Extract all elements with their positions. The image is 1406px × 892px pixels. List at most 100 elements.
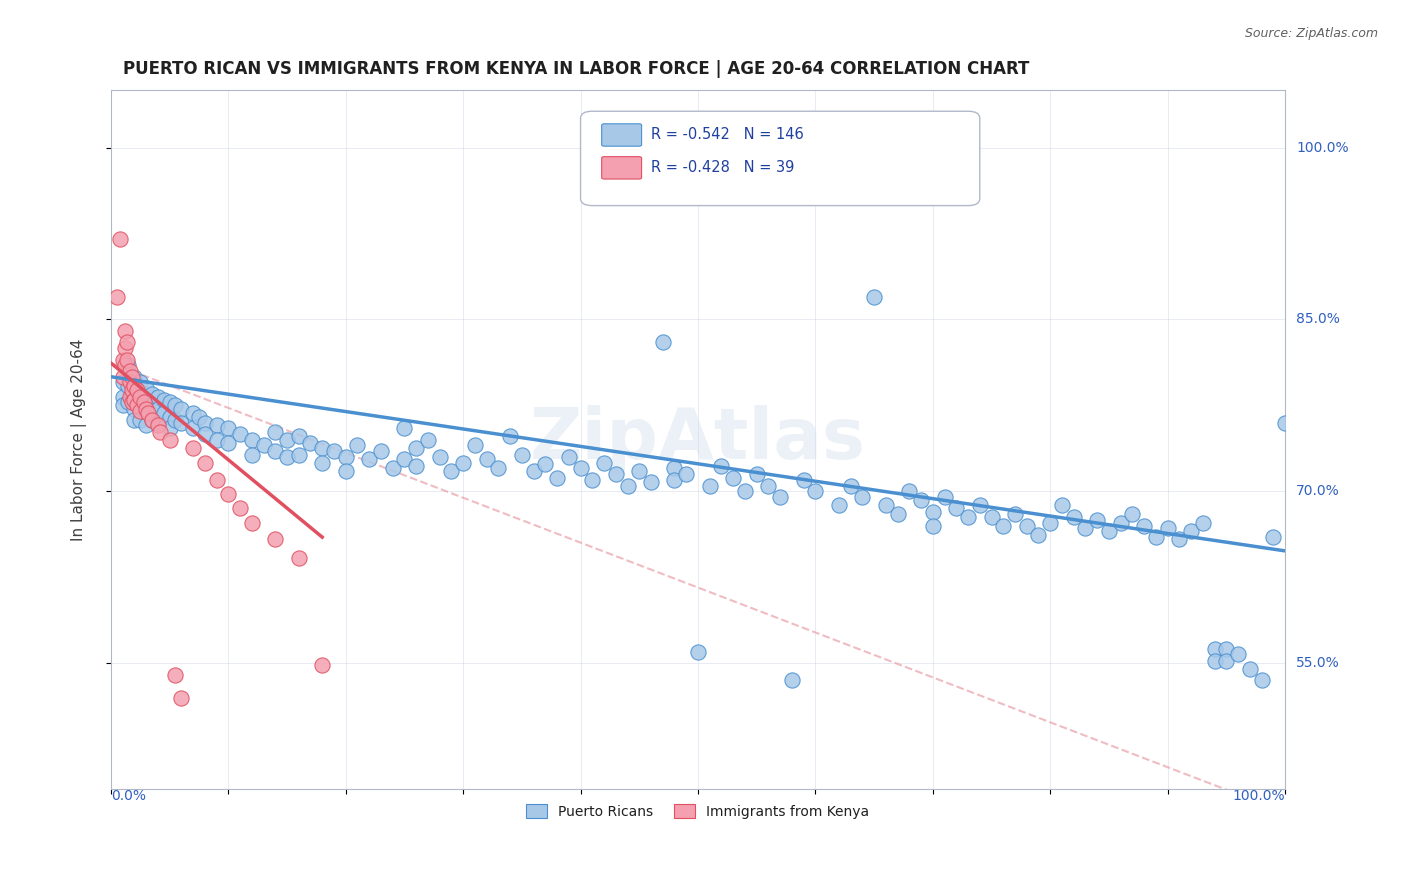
Point (957, 509, 980, 524)
Point (710, 459, 733, 474)
Point (240, 448, 263, 462)
Point (141, 413, 163, 427)
Point (793, 473, 815, 487)
Point (129, 376, 152, 390)
Point (114, 358, 136, 372)
Point (1098, 524, 1121, 539)
Text: PUERTO RICAN VS IMMIGRANTS FROM KENYA IN LABOR FORCE | AGE 20-64 CORRELATION CHA: PUERTO RICAN VS IMMIGRANTS FROM KENYA IN… (122, 60, 1029, 78)
Point (451, 456, 474, 470)
Point (758, 478, 780, 492)
Point (149, 425, 172, 439)
Point (114, 341, 136, 355)
Text: 100.0%: 100.0% (1296, 141, 1348, 154)
Point (558, 450, 581, 464)
Point (969, 498, 991, 512)
Point (863, 289, 886, 303)
Point (664, 473, 686, 487)
Point (229, 501, 252, 516)
Point (1004, 507, 1026, 521)
Point (475, 452, 498, 467)
Point (187, 409, 209, 424)
Point (135, 404, 157, 418)
Point (299, 436, 322, 450)
Point (699, 478, 721, 492)
Point (135, 417, 157, 432)
Point (1109, 516, 1132, 531)
Point (440, 464, 463, 478)
Text: R = -0.428   N = 39: R = -0.428 N = 39 (651, 161, 794, 176)
Point (146, 416, 169, 430)
Point (111, 369, 134, 384)
Point (129, 398, 152, 412)
Text: 0.0%: 0.0% (111, 789, 146, 803)
Point (323, 444, 346, 458)
Point (135, 381, 157, 395)
Point (111, 376, 134, 390)
Legend: Puerto Ricans, Immigrants from Kenya: Puerto Ricans, Immigrants from Kenya (522, 798, 875, 824)
Point (1263, 530, 1285, 544)
Point (129, 404, 152, 418)
Point (287, 429, 309, 443)
Point (117, 352, 139, 367)
Point (980, 509, 1002, 524)
Point (675, 467, 697, 482)
Point (1015, 518, 1038, 533)
Point (194, 427, 217, 442)
Point (1050, 498, 1073, 512)
Point (124, 369, 146, 384)
Point (141, 398, 163, 412)
Point (141, 413, 163, 427)
Point (1156, 521, 1178, 535)
Point (664, 461, 686, 475)
Point (921, 505, 943, 519)
Point (405, 459, 427, 474)
Point (264, 425, 287, 439)
Point (121, 384, 143, 398)
Point (252, 438, 274, 452)
Point (416, 433, 439, 447)
FancyBboxPatch shape (602, 157, 641, 179)
Point (165, 667, 187, 681)
Point (111, 390, 134, 404)
Point (124, 413, 146, 427)
Point (117, 395, 139, 409)
Point (311, 658, 333, 673)
Text: 55.0%: 55.0% (1296, 657, 1340, 670)
Point (394, 452, 416, 467)
Point (1063, 509, 1085, 524)
Point (464, 438, 486, 452)
Text: ZipAtlas: ZipAtlas (530, 405, 866, 475)
FancyBboxPatch shape (581, 112, 980, 205)
Point (146, 417, 169, 432)
Point (734, 484, 756, 499)
Point (125, 398, 148, 412)
Point (114, 324, 136, 338)
Point (118, 364, 141, 378)
Point (170, 690, 193, 705)
Point (170, 401, 193, 416)
Point (240, 433, 263, 447)
Point (287, 550, 309, 565)
Point (205, 473, 228, 487)
Point (125, 384, 148, 398)
Point (165, 413, 187, 427)
Point (138, 406, 160, 420)
Point (159, 409, 181, 424)
Point (129, 387, 152, 401)
Point (346, 438, 368, 452)
Point (1144, 530, 1167, 544)
Point (165, 398, 187, 412)
Point (1168, 533, 1191, 547)
Point (381, 461, 404, 475)
Point (118, 376, 141, 390)
FancyBboxPatch shape (602, 124, 641, 146)
Point (152, 406, 174, 420)
Point (146, 390, 169, 404)
Point (1192, 516, 1215, 531)
Point (534, 457, 557, 471)
Point (159, 421, 181, 435)
Point (921, 518, 943, 533)
Point (934, 490, 956, 504)
Point (276, 433, 298, 447)
Point (1085, 513, 1108, 527)
